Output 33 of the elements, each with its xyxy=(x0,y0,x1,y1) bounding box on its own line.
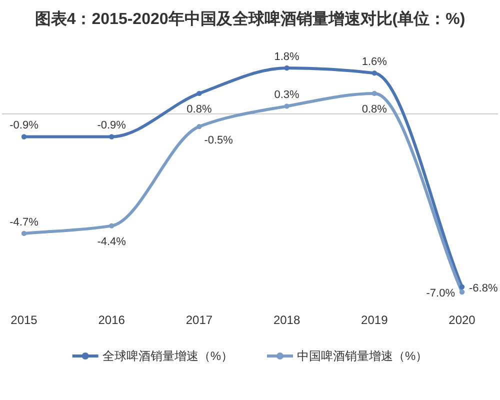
point xyxy=(459,289,465,295)
data-label: -0.5% xyxy=(204,134,234,147)
data-label: 1.8% xyxy=(274,51,300,63)
legend-label: 全球啤酒销量增速（%） xyxy=(102,349,233,363)
x-tick-label: 2018 xyxy=(273,313,300,327)
x-tick-label: 2017 xyxy=(186,313,213,327)
point xyxy=(196,124,202,130)
point xyxy=(196,90,202,96)
point xyxy=(109,134,114,140)
point xyxy=(372,90,377,96)
data-label: 0.8% xyxy=(186,103,212,116)
data-label: 0.8% xyxy=(362,103,388,116)
data-label: -4.4% xyxy=(97,236,126,248)
legend-label: 中国啤酒销量增速（%） xyxy=(297,349,428,363)
data-label: -0.9% xyxy=(97,120,126,132)
point xyxy=(459,284,465,290)
x-tick-label: 2020 xyxy=(448,313,476,327)
point xyxy=(284,104,290,109)
point xyxy=(372,70,377,76)
data-label: -0.9% xyxy=(10,120,39,132)
data-label: -6.8% xyxy=(469,282,498,294)
x-tick-label: 2019 xyxy=(361,313,388,327)
data-label: -4.7% xyxy=(10,216,39,228)
point xyxy=(21,134,27,140)
x-tick-label: 2016 xyxy=(98,313,126,327)
data-label: 1.6% xyxy=(362,56,388,68)
chart-title: 图表4：2015-2020年中国及全球啤酒销量增速对比(单位：%) xyxy=(34,10,466,28)
point xyxy=(21,230,27,236)
data-label: -7.0% xyxy=(426,288,456,300)
point xyxy=(284,65,290,71)
x-tick-label: 2015 xyxy=(10,313,38,327)
point xyxy=(109,223,114,228)
data-label: 0.3% xyxy=(274,89,300,102)
